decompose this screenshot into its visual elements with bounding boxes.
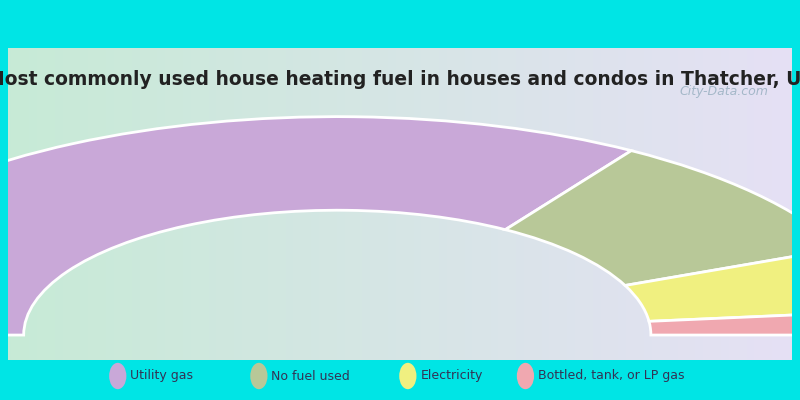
Wedge shape — [649, 311, 800, 335]
Wedge shape — [0, 117, 631, 335]
Wedge shape — [506, 151, 800, 286]
Text: Bottled, tank, or LP gas: Bottled, tank, or LP gas — [538, 370, 685, 382]
Text: Most commonly used house heating fuel in houses and condos in Thatcher, UT: Most commonly used house heating fuel in… — [0, 70, 800, 89]
Text: Utility gas: Utility gas — [130, 370, 194, 382]
Text: Electricity: Electricity — [420, 370, 482, 382]
Ellipse shape — [109, 363, 126, 389]
Ellipse shape — [517, 363, 534, 389]
Ellipse shape — [250, 363, 267, 389]
Text: No fuel used: No fuel used — [271, 370, 350, 382]
Wedge shape — [625, 248, 800, 321]
Ellipse shape — [399, 363, 417, 389]
Text: City-Data.com: City-Data.com — [680, 86, 769, 98]
